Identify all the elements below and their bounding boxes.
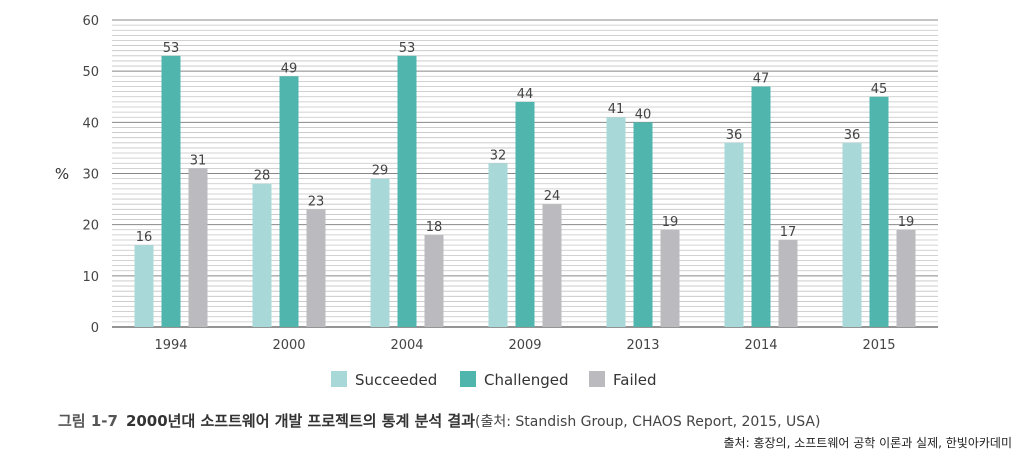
bar-challenged-1994	[161, 55, 181, 328]
x-tick-label: 1994	[154, 338, 187, 353]
data-label: 44	[517, 87, 534, 102]
data-label: 17	[780, 225, 797, 240]
data-label: 18	[426, 220, 443, 235]
data-label: 19	[662, 215, 679, 230]
data-label: 23	[308, 194, 325, 209]
source-credit: 출처: 홍장의, 소프트웨어 공학 이론과 실제, 한빛아카데미	[723, 436, 1012, 450]
bar-failed-2000	[306, 209, 326, 327]
bar-failed-2009	[542, 204, 562, 327]
bar-challenged-2009	[515, 101, 535, 327]
figure-title: 2000년대 소프트웨어 개발 프로젝트의 통계 분석 결과	[125, 412, 476, 430]
y-axis-label: %	[55, 165, 69, 183]
data-labels: 16 53 31 28 49 23 29 53 18 32 44 24 41 40 19 36 47 17 36 45…	[136, 41, 915, 245]
bar-succeeded-2014	[724, 142, 744, 327]
data-label: 28	[254, 169, 271, 184]
data-label: 19	[898, 215, 915, 230]
y-tick-label: 20	[82, 219, 99, 234]
x-tick-label: 2009	[508, 338, 541, 353]
data-label: 49	[281, 61, 298, 76]
y-tick-label: 10	[82, 270, 99, 285]
data-label: 24	[544, 189, 561, 204]
legend-swatch-failed	[589, 371, 605, 387]
legend-label-succeeded: Succeeded	[355, 371, 437, 389]
x-tick-label: 2000	[272, 338, 305, 353]
bar-failed-2013	[660, 229, 680, 327]
bar-failed-2015	[896, 229, 916, 327]
y-tick-label: 40	[82, 116, 99, 131]
x-tick-label: 2013	[626, 338, 659, 353]
bar-succeeded-2013	[606, 117, 626, 327]
bars	[134, 55, 916, 328]
bar-challenged-2014	[751, 86, 771, 328]
legend-label-challenged: Challenged	[484, 371, 569, 389]
legend-swatch-succeeded	[331, 371, 347, 387]
bar-succeeded-2009	[488, 163, 508, 327]
figure-source: (출처: Standish Group, CHAOS Report, 2015,…	[475, 414, 821, 430]
data-label: 40	[635, 107, 652, 122]
data-label: 47	[753, 72, 770, 87]
x-tick-label: 2004	[390, 338, 423, 353]
legend: Succeeded Challenged Failed	[331, 371, 657, 389]
figure-number: 그림 1-7	[58, 412, 118, 430]
data-label: 36	[726, 128, 743, 143]
bar-succeeded-2015	[842, 142, 862, 327]
data-label: 16	[136, 230, 153, 245]
data-label: 45	[871, 82, 888, 97]
bar-failed-1994	[188, 168, 208, 327]
chart-canvas: 0 10 20 30 40 50 60% 1994 2000 2004 2009 2013 2014 20…	[55, 14, 938, 389]
y-tick-label: 60	[82, 14, 99, 29]
legend-swatch-challenged	[460, 371, 476, 387]
bar-failed-2014	[778, 240, 798, 327]
x-tick-label: 2014	[744, 338, 777, 353]
bar-challenged-2015	[869, 96, 889, 327]
bar-challenged-2000	[279, 76, 299, 328]
x-tick-label: 2015	[862, 338, 895, 353]
data-label: 31	[190, 153, 207, 168]
data-label: 53	[399, 41, 416, 56]
y-tick-label: 0	[91, 321, 99, 336]
y-tick-label: 30	[82, 168, 99, 183]
data-label: 32	[490, 148, 507, 163]
bar-succeeded-1994	[134, 245, 154, 327]
data-label: 29	[372, 164, 389, 179]
bar-succeeded-2000	[252, 183, 272, 327]
data-label: 36	[844, 128, 861, 143]
y-tick-label: 50	[82, 65, 99, 80]
legend-label-failed: Failed	[613, 371, 657, 389]
data-label: 53	[163, 41, 180, 56]
figure-caption: 그림 1-7 2000년대 소프트웨어 개발 프로젝트의 통계 분석 결과(출처:…	[58, 410, 820, 431]
bar-failed-2004	[424, 234, 444, 327]
bar-challenged-2004	[397, 55, 417, 328]
bar-challenged-2013	[633, 122, 653, 327]
data-label: 41	[608, 102, 625, 117]
bar-succeeded-2004	[370, 178, 390, 327]
